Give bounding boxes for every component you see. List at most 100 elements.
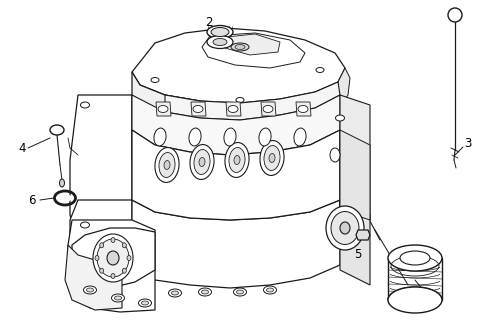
Ellipse shape (266, 288, 273, 292)
Ellipse shape (224, 128, 236, 146)
Ellipse shape (340, 222, 350, 234)
Ellipse shape (294, 128, 306, 146)
Ellipse shape (50, 125, 64, 135)
Ellipse shape (211, 28, 229, 36)
Ellipse shape (201, 290, 209, 294)
Polygon shape (70, 200, 132, 290)
Ellipse shape (193, 106, 203, 113)
Ellipse shape (264, 146, 280, 171)
Ellipse shape (199, 157, 205, 166)
Polygon shape (132, 72, 200, 125)
Ellipse shape (207, 26, 233, 38)
Ellipse shape (158, 106, 168, 113)
Ellipse shape (159, 153, 175, 178)
Ellipse shape (263, 286, 276, 294)
Ellipse shape (189, 128, 201, 146)
Ellipse shape (97, 239, 129, 277)
Polygon shape (65, 245, 122, 310)
Ellipse shape (194, 149, 210, 174)
Ellipse shape (331, 212, 359, 244)
Text: 3: 3 (464, 137, 472, 149)
Ellipse shape (81, 102, 89, 108)
Ellipse shape (213, 38, 227, 45)
Ellipse shape (127, 255, 131, 260)
Polygon shape (340, 200, 370, 285)
Ellipse shape (263, 106, 273, 113)
Ellipse shape (326, 206, 364, 250)
Polygon shape (222, 34, 280, 55)
Ellipse shape (228, 106, 238, 113)
Ellipse shape (111, 274, 115, 278)
Polygon shape (132, 95, 340, 155)
Polygon shape (202, 33, 305, 68)
Ellipse shape (237, 290, 244, 294)
Polygon shape (132, 95, 200, 180)
Ellipse shape (269, 154, 275, 163)
Ellipse shape (86, 288, 93, 292)
Ellipse shape (298, 106, 308, 113)
Ellipse shape (111, 294, 125, 302)
Text: 5: 5 (354, 249, 362, 261)
Ellipse shape (58, 194, 72, 202)
Text: 6: 6 (28, 194, 36, 206)
Ellipse shape (236, 98, 244, 102)
Polygon shape (226, 102, 241, 116)
Ellipse shape (229, 148, 245, 172)
Ellipse shape (122, 268, 126, 273)
Ellipse shape (207, 36, 233, 49)
Ellipse shape (190, 145, 214, 180)
Ellipse shape (388, 245, 442, 271)
Ellipse shape (235, 44, 245, 50)
Polygon shape (340, 130, 370, 220)
Ellipse shape (340, 222, 349, 228)
Polygon shape (132, 130, 340, 220)
Ellipse shape (151, 77, 159, 83)
Text: 2: 2 (205, 15, 213, 28)
Ellipse shape (400, 251, 430, 265)
Polygon shape (156, 102, 171, 116)
Ellipse shape (100, 268, 104, 273)
Polygon shape (72, 228, 155, 288)
Ellipse shape (316, 68, 324, 73)
Ellipse shape (139, 299, 152, 307)
Polygon shape (132, 200, 340, 288)
Ellipse shape (95, 255, 99, 260)
Ellipse shape (164, 161, 170, 170)
Polygon shape (165, 82, 340, 120)
Ellipse shape (231, 43, 249, 51)
Ellipse shape (330, 148, 340, 162)
Ellipse shape (100, 243, 104, 248)
Ellipse shape (142, 301, 149, 305)
Polygon shape (191, 102, 206, 116)
Circle shape (448, 8, 462, 22)
Ellipse shape (83, 286, 96, 294)
Ellipse shape (234, 156, 240, 164)
Ellipse shape (111, 237, 115, 243)
Ellipse shape (259, 128, 271, 146)
Ellipse shape (168, 289, 181, 297)
Polygon shape (70, 95, 132, 245)
Ellipse shape (107, 251, 119, 265)
Polygon shape (70, 32, 375, 298)
Ellipse shape (225, 142, 249, 178)
Ellipse shape (154, 128, 166, 146)
Polygon shape (296, 102, 311, 116)
Ellipse shape (81, 222, 89, 228)
Polygon shape (132, 28, 345, 103)
Ellipse shape (60, 179, 65, 187)
Polygon shape (68, 220, 155, 312)
Text: 4: 4 (18, 141, 26, 155)
Ellipse shape (335, 115, 344, 121)
Polygon shape (356, 230, 370, 240)
Ellipse shape (234, 288, 247, 296)
Ellipse shape (93, 234, 133, 282)
Ellipse shape (198, 288, 212, 296)
Polygon shape (340, 95, 370, 220)
Ellipse shape (171, 291, 178, 295)
Ellipse shape (114, 296, 121, 300)
Ellipse shape (155, 148, 179, 182)
Ellipse shape (122, 243, 126, 248)
Polygon shape (261, 102, 276, 116)
Polygon shape (338, 68, 350, 110)
Ellipse shape (388, 287, 442, 313)
